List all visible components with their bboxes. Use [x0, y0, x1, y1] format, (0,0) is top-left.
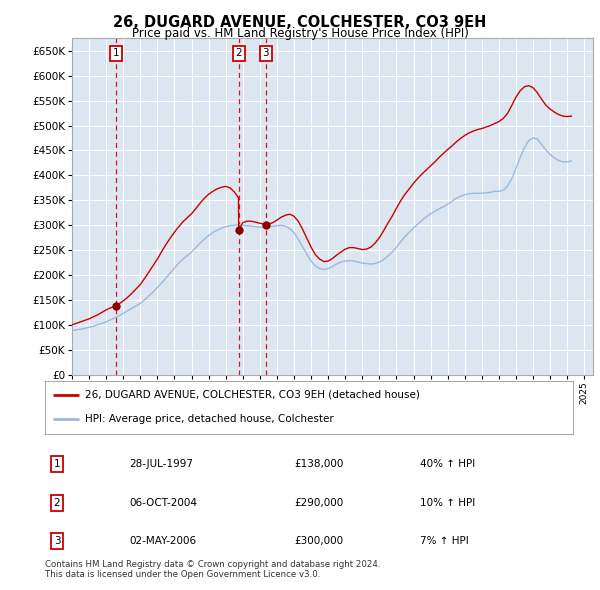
Text: 2: 2 — [53, 498, 61, 507]
Text: HPI: Average price, detached house, Colchester: HPI: Average price, detached house, Colc… — [85, 414, 334, 424]
Text: 06-OCT-2004: 06-OCT-2004 — [129, 498, 197, 507]
Text: 3: 3 — [53, 536, 61, 546]
Text: 26, DUGARD AVENUE, COLCHESTER, CO3 9EH: 26, DUGARD AVENUE, COLCHESTER, CO3 9EH — [113, 15, 487, 30]
Text: 1: 1 — [113, 48, 119, 58]
Text: £138,000: £138,000 — [294, 460, 343, 469]
Text: 10% ↑ HPI: 10% ↑ HPI — [420, 498, 475, 507]
Text: 7% ↑ HPI: 7% ↑ HPI — [420, 536, 469, 546]
Text: 28-JUL-1997: 28-JUL-1997 — [129, 460, 193, 469]
Text: 26, DUGARD AVENUE, COLCHESTER, CO3 9EH (detached house): 26, DUGARD AVENUE, COLCHESTER, CO3 9EH (… — [85, 390, 419, 400]
Text: Price paid vs. HM Land Registry's House Price Index (HPI): Price paid vs. HM Land Registry's House … — [131, 27, 469, 40]
Text: £300,000: £300,000 — [294, 536, 343, 546]
Text: 02-MAY-2006: 02-MAY-2006 — [129, 536, 196, 546]
Text: 3: 3 — [262, 48, 269, 58]
Text: Contains HM Land Registry data © Crown copyright and database right 2024.
This d: Contains HM Land Registry data © Crown c… — [45, 560, 380, 579]
Text: 2: 2 — [235, 48, 242, 58]
Text: 40% ↑ HPI: 40% ↑ HPI — [420, 460, 475, 469]
Text: £290,000: £290,000 — [294, 498, 343, 507]
Text: 1: 1 — [53, 460, 61, 469]
